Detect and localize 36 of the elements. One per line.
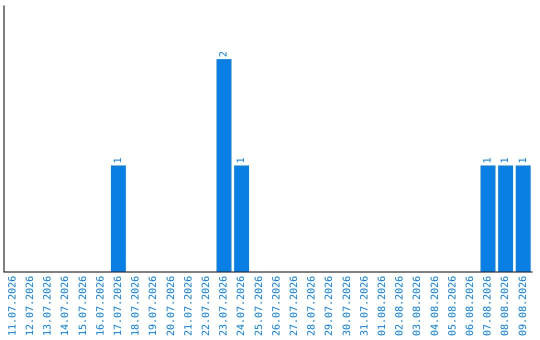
data-label: 1 xyxy=(112,157,124,164)
x-tick-label: 18.07.2026 xyxy=(130,276,142,336)
x-tick-label: 03.08.2026 xyxy=(412,276,424,336)
x-tick-label: 04.08.2026 xyxy=(430,276,441,336)
x-tick-label: 23.07.2026 xyxy=(218,276,230,336)
x-tick-label: 09.08.2026 xyxy=(518,276,529,336)
x-tick-label: 02.08.2026 xyxy=(394,276,406,336)
x-tick-label: 13.07.2026 xyxy=(42,276,54,336)
x-tick-label: 06.08.2026 xyxy=(464,276,476,336)
data-label: 1 xyxy=(236,157,248,164)
data-label: 1 xyxy=(518,157,529,164)
x-tick-label: 31.07.2026 xyxy=(359,276,370,336)
x-tick-label: 20.07.2026 xyxy=(166,276,177,336)
x-tick-label: 21.07.2026 xyxy=(183,276,194,336)
data-label: 2 xyxy=(218,51,230,58)
x-tick-label: 27.07.2026 xyxy=(288,276,300,336)
x-tick-label: 08.08.2026 xyxy=(500,276,512,336)
x-tick-label: 26.07.2026 xyxy=(271,276,282,336)
x-tick-label: 01.08.2026 xyxy=(376,276,388,336)
x-tick-label: 11.07.2026 xyxy=(7,276,18,336)
x-tick-label: 05.08.2026 xyxy=(447,276,458,336)
x-tick-label: 25.07.2026 xyxy=(254,276,265,336)
x-tick-label: 28.07.2026 xyxy=(306,276,318,336)
x-tick-label: 22.07.2026 xyxy=(200,276,212,336)
x-tick-label: 07.08.2026 xyxy=(482,276,494,336)
x-tick-label: 30.07.2026 xyxy=(342,276,353,336)
x-tick-label: 16.07.2026 xyxy=(95,276,106,336)
x-tick-label: 15.07.2026 xyxy=(78,276,89,336)
x-tick-label: 14.07.2026 xyxy=(60,276,72,336)
data-label: 1 xyxy=(500,157,512,164)
data-label: 1 xyxy=(482,157,494,164)
x-tick-label: 12.07.2026 xyxy=(24,276,36,336)
x-tick-label: 17.07.2026 xyxy=(112,276,124,336)
x-tick-label: 24.07.2026 xyxy=(236,276,248,336)
x-tick-label: 29.07.2026 xyxy=(324,276,336,336)
x-tick-label: 19.07.2026 xyxy=(148,276,160,336)
